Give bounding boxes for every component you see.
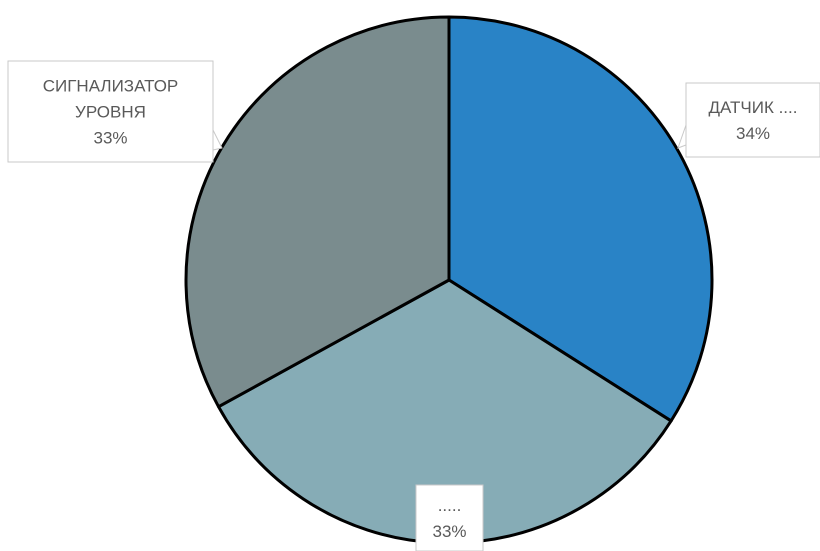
data-label-2: ..... 33%	[415, 484, 484, 551]
data-label-category: УРОВНЯ	[75, 103, 146, 122]
pie-slice-1	[447, 15, 714, 423]
pie-slice-3	[184, 15, 451, 409]
data-label-category: ДАТЧИК ....	[709, 98, 798, 117]
data-label-box	[415, 484, 484, 551]
pie-slices	[184, 15, 714, 545]
data-label-pointer	[212, 129, 223, 151]
data-label-box	[7, 60, 214, 163]
data-label-pointer	[677, 124, 687, 149]
data-label-box	[685, 82, 820, 158]
data-label-category: СИГНАЛИЗАТОР	[43, 77, 179, 96]
data-label-1: ДАТЧИК .... 34%	[677, 82, 820, 158]
data-label-percent: 34%	[736, 124, 770, 143]
data-label-percent: 33%	[93, 129, 127, 148]
data-label-3: СИГНАЛИЗАТОР УРОВНЯ 33%	[7, 60, 223, 163]
pie-data-labels: ДАТЧИК .... 34%..... 33% СИГНАЛИЗАТОР УРОВНЯ…	[7, 60, 820, 551]
data-label-percent: 33%	[432, 522, 466, 541]
data-label-category: .....	[438, 496, 462, 515]
